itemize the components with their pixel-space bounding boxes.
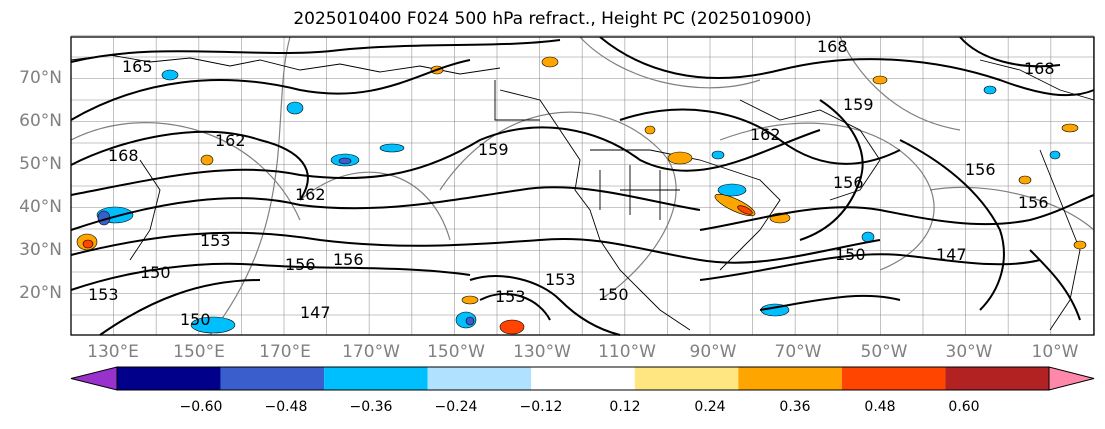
colorbar-tick-label: 0.24 <box>694 399 726 415</box>
lon-label: 130°W <box>513 342 571 362</box>
plot-title: 2025010400 F024 500 hPa refract., Height… <box>293 9 812 29</box>
lon-label: 150°E <box>173 342 225 362</box>
lat-label: 70°N <box>19 68 62 88</box>
colorbar-tick-label: 0.60 <box>948 399 980 415</box>
colorbar-segment <box>324 367 428 390</box>
colorbar-tick-label: −0.36 <box>349 399 393 415</box>
lon-label: 170°E <box>259 342 311 362</box>
contour-label: 150 <box>140 263 171 282</box>
colorbar-segment <box>634 367 739 390</box>
colorbar-tick-label: 0.12 <box>609 399 641 415</box>
colorbar-segment <box>738 367 842 390</box>
colorbar-extend-max <box>1048 366 1095 391</box>
lat-label: 40°N <box>19 197 62 217</box>
lon-label: 90°W <box>689 342 737 362</box>
colorbar-frame <box>116 366 1050 391</box>
map-frame <box>70 36 1095 336</box>
lon-label: 170°W <box>342 342 400 362</box>
lon-label: 50°W <box>860 342 908 362</box>
contour-label: 150 <box>598 285 629 304</box>
contour-label: 153 <box>495 287 526 306</box>
contour-label: 156 <box>833 173 864 192</box>
colorbar-tick-label: 0.48 <box>864 399 896 415</box>
lon-label: 130°E <box>87 342 139 362</box>
lon-label: 30°W <box>945 342 993 362</box>
colorbar-extend-min <box>70 366 118 391</box>
contour-label: 147 <box>936 245 967 264</box>
strong-positive-fills <box>82 205 753 335</box>
colorbar-segment <box>945 367 1049 390</box>
contour-label: 156 <box>965 160 996 179</box>
contour-label: 159 <box>478 140 509 159</box>
height-contours <box>70 36 1095 336</box>
colorbar-tick-label: −0.12 <box>519 399 563 415</box>
lon-label: 10°W <box>1031 342 1079 362</box>
lat-label: 30°N <box>19 240 62 260</box>
contour-label: 168 <box>1024 59 1055 78</box>
colorbar-segment <box>531 367 635 390</box>
contour-label: 150 <box>835 245 866 264</box>
contour-label: 162 <box>750 125 781 144</box>
colorbar-tick-label: −0.24 <box>434 399 478 415</box>
contour-label: 168 <box>817 37 848 56</box>
colorbar-segment <box>427 367 532 390</box>
contour-label: 156 <box>1018 193 1049 212</box>
lat-label: 60°N <box>19 111 62 131</box>
contour-label: 156 <box>333 250 364 269</box>
negative-anomaly-fills <box>96 69 1061 334</box>
colorbar-segment <box>841 367 946 390</box>
contour-label: 162 <box>215 131 246 150</box>
colorbar-segment <box>117 367 221 390</box>
lon-label: 110°W <box>598 342 656 362</box>
contour-label: 159 <box>843 95 874 114</box>
contour-label: 150 <box>180 310 211 329</box>
contour-label-group: 165 168 162 159 162 153 156 156 150 150 … <box>88 37 1055 329</box>
contour-label: 156 <box>285 255 316 274</box>
contour-label: 147 <box>300 303 331 322</box>
lat-label: 20°N <box>19 283 62 303</box>
colorbar-segment <box>220 367 325 390</box>
contour-label: 162 <box>295 185 326 204</box>
colorbar-tick-label: 0.36 <box>779 399 811 415</box>
coastlines <box>70 54 1095 331</box>
contour-label: 153 <box>200 231 231 250</box>
colorbar-tick-label: −0.48 <box>264 399 308 415</box>
lat-label: 50°N <box>19 154 62 174</box>
lon-label: 70°W <box>774 342 822 362</box>
contour-label: 153 <box>88 285 119 304</box>
colorbar <box>70 366 1095 391</box>
contour-label: 165 <box>122 57 153 76</box>
colorbar-tick-label: −0.60 <box>179 399 223 415</box>
contour-label: 153 <box>545 270 576 289</box>
contour-label: 168 <box>108 146 139 165</box>
lon-label: 150°W <box>427 342 485 362</box>
